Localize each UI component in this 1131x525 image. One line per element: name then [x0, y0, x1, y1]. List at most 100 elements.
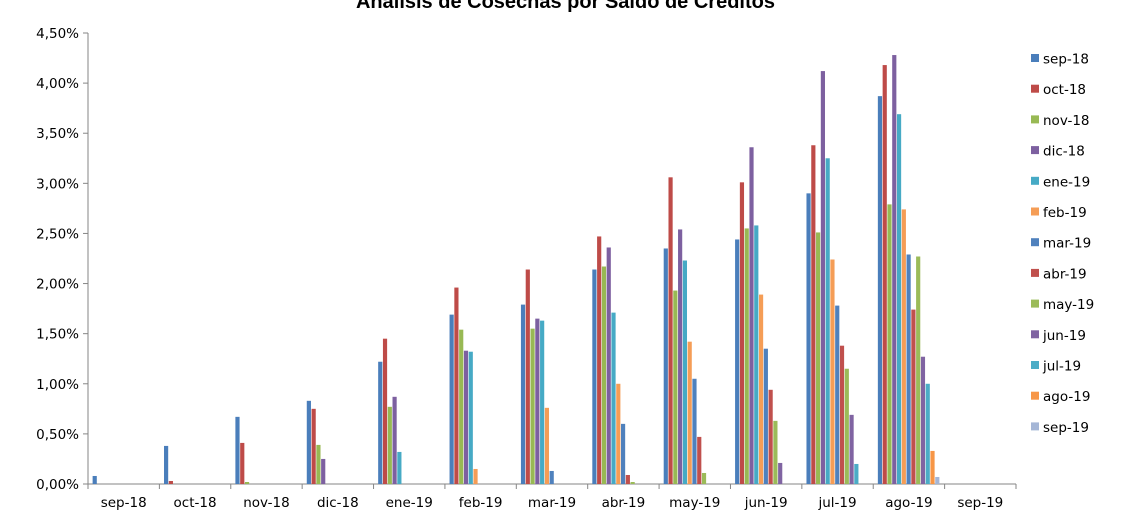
bar-dic-18-ene-19: [392, 396, 397, 484]
legend-label-sep-19: sep-19: [1043, 420, 1089, 436]
legend-swatch-jun-19: [1031, 330, 1039, 339]
bar-jun-19-ago-19: [920, 356, 926, 484]
y-tick-label: 0,00%: [36, 477, 79, 493]
bar-abr-19-may-19: [697, 436, 702, 484]
legend-swatch-mar-19: [1031, 238, 1039, 247]
legend-swatch-ago-19: [1031, 391, 1039, 400]
x-tick-label: may-19: [669, 495, 720, 511]
x-tick-label: jul-19: [817, 495, 856, 511]
bar-ago-19-ago-19: [930, 450, 935, 484]
bar-ene-19-jul-19: [825, 158, 830, 484]
legend-label-ago-19: ago-19: [1043, 389, 1090, 405]
bar-oct-18-nov-18: [240, 442, 245, 484]
bar-sep-18-dic-18: [306, 400, 311, 484]
bar-sep-18-jul-19: [806, 193, 811, 485]
bar-sep-18-sep-18: [92, 475, 97, 484]
bar-dic-18-feb-19: [463, 350, 469, 484]
bar-oct-18-jul-19: [811, 145, 816, 484]
legend-label-dic-18: dic-18: [1043, 144, 1085, 160]
x-tick-label: ago-19: [885, 495, 932, 511]
bar-abr-19-jun-19: [768, 389, 773, 484]
x-tick-label: jun-19: [744, 495, 788, 511]
bar-dic-18-mar-19: [535, 318, 540, 484]
bar-dic-18-ago-19: [892, 55, 897, 485]
legend-swatch-oct-18: [1031, 84, 1039, 93]
x-tick-label: mar-19: [528, 495, 576, 511]
x-tick-label: abr-19: [602, 495, 646, 511]
bar-sep-18-ago-19: [877, 96, 883, 484]
bar-nov-18-feb-19: [459, 329, 464, 484]
legend-swatch-sep-18: [1031, 54, 1039, 62]
bar-dic-18-jun-19: [749, 147, 754, 484]
legend-label-mar-19: mar-19: [1043, 236, 1091, 252]
bar-ene-19-feb-19: [468, 351, 473, 484]
bar-feb-19-may-19: [687, 341, 692, 484]
x-tick-label: sep-19: [957, 495, 1003, 511]
legend-swatch-feb-19: [1031, 207, 1039, 216]
bar-feb-19-mar-19: [544, 407, 550, 484]
bar-feb-19-jul-19: [830, 259, 835, 484]
bar-ene-19-ago-19: [896, 114, 902, 485]
y-tick-label: 2,00%: [36, 277, 79, 293]
x-tick-label: ene-19: [386, 495, 433, 511]
y-tick-label: 3,50%: [36, 126, 79, 142]
bar-feb-19-feb-19: [473, 468, 478, 484]
bar-sep-18-may-19: [663, 248, 668, 484]
bar-mar-19-jul-19: [835, 305, 840, 484]
bar-nov-18-jun-19: [744, 228, 749, 484]
bar-ene-19-may-19: [682, 260, 687, 484]
legend-label-nov-18: nov-18: [1043, 113, 1090, 129]
bar-nov-18-abr-19: [601, 266, 607, 484]
bar-sep-18-mar-19: [520, 304, 526, 484]
y-tick-label: 1,00%: [36, 377, 79, 393]
bar-sep-19-ago-19: [935, 476, 940, 484]
bar-feb-19-abr-19: [616, 383, 621, 484]
legend-swatch-ene-19: [1031, 176, 1039, 185]
bar-abr-19-ago-19: [911, 309, 916, 484]
legend-label-ene-19: ene-19: [1043, 174, 1090, 190]
bar-may-19-jun-19: [773, 420, 778, 484]
bar-nov-18-ene-19: [387, 406, 392, 484]
legend-swatch-jul-19: [1031, 361, 1039, 369]
bar-mar-19-may-19: [692, 378, 697, 484]
y-tick-label: 2,50%: [36, 226, 79, 242]
bar-oct-18-feb-19: [454, 287, 459, 484]
legend-label-jul-19: jul-19: [1042, 359, 1081, 375]
legend-label-jun-19: jun-19: [1042, 328, 1086, 344]
bar-ene-19-abr-19: [611, 312, 616, 484]
bar-nov-18-jul-19: [816, 232, 821, 484]
bar-nov-18-nov-18: [244, 482, 250, 484]
bar-may-19-abr-19: [630, 482, 635, 484]
bar-dic-18-jul-19: [820, 71, 825, 484]
legend-label-feb-19: feb-19: [1043, 205, 1087, 221]
bar-oct-18-ene-19: [382, 338, 388, 484]
bar-jun-19-jul-19: [849, 414, 854, 484]
legend-swatch-abr-19: [1031, 268, 1039, 277]
bar-sep-18-ene-19: [378, 361, 383, 484]
bar-mar-19-abr-19: [620, 423, 626, 484]
bar-oct-18-jun-19: [739, 182, 745, 484]
bar-sep-18-feb-19: [449, 314, 454, 484]
legend-swatch-may-19: [1031, 299, 1039, 308]
bar-ene-19-jun-19: [754, 225, 759, 484]
bar-nov-18-mar-19: [530, 328, 535, 484]
bar-oct-18-oct-18: [168, 480, 173, 484]
bar-oct-18-dic-18: [311, 408, 316, 484]
bar-mar-19-ago-19: [906, 254, 911, 484]
y-tick-label: 4,50%: [36, 26, 79, 42]
y-tick-label: 4,00%: [36, 76, 79, 92]
bar-sep-18-nov-18: [235, 416, 240, 484]
bar-mar-19-jun-19: [763, 348, 768, 484]
legend-swatch-sep-19: [1031, 422, 1039, 431]
bar-feb-19-ago-19: [901, 209, 906, 484]
x-tick-label: sep-18: [101, 495, 147, 511]
bar-mar-19-mar-19: [549, 470, 554, 484]
bar-jun-19-jun-19: [778, 462, 783, 484]
y-tick-label: 3,00%: [36, 176, 79, 192]
legend-swatch-dic-18: [1031, 146, 1039, 155]
bar-nov-18-ago-19: [887, 204, 892, 484]
bar-sep-18-oct-18: [164, 445, 169, 484]
bar-dic-18-abr-19: [606, 247, 611, 484]
bar-ene-19-mar-19: [540, 320, 545, 484]
